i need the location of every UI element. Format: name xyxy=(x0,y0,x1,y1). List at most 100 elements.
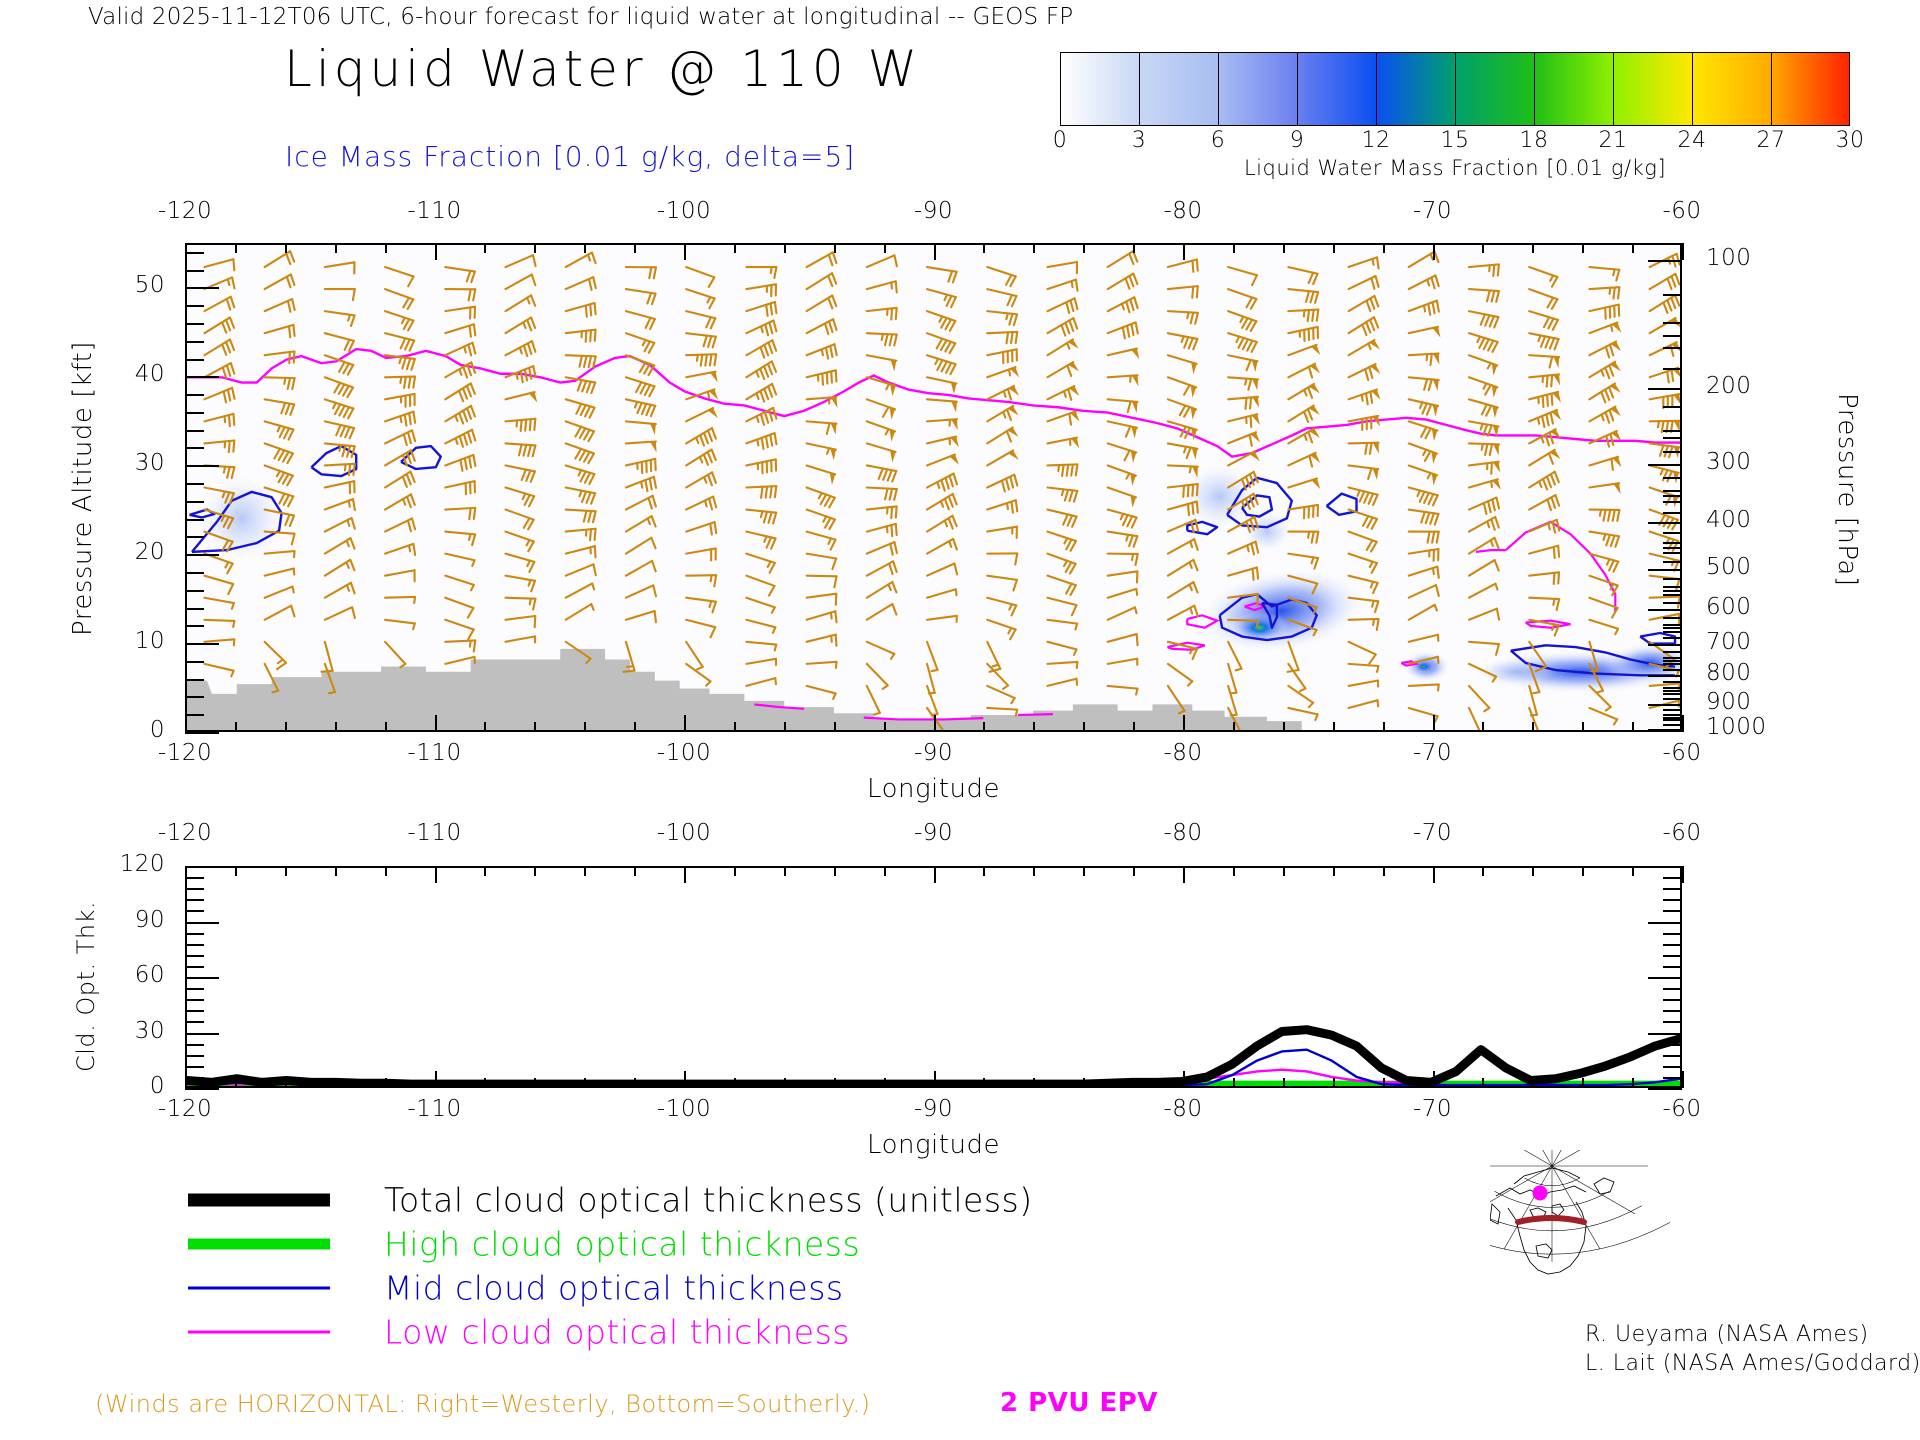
ice-mass-fraction-contour xyxy=(1639,631,1677,645)
axis-tick-label: 700 xyxy=(1706,628,1752,655)
wind-barb xyxy=(1588,265,1621,282)
wind-barb xyxy=(925,265,958,284)
wind-barb xyxy=(504,574,537,593)
wind-barb xyxy=(1166,558,1199,577)
axis-tick xyxy=(983,243,986,253)
wind-barb xyxy=(564,640,592,665)
axis-tick xyxy=(1282,722,1285,732)
ice-mass-fraction-contour xyxy=(1226,476,1294,529)
wind-barb xyxy=(564,420,596,443)
axis-tick xyxy=(185,954,204,957)
axis-tick xyxy=(1663,551,1682,554)
wind-barb xyxy=(504,340,537,358)
axis-tick xyxy=(234,866,237,876)
wind-barb xyxy=(1347,574,1379,595)
ice-mass-fraction-contour xyxy=(310,444,358,478)
wind-barb xyxy=(1166,285,1199,299)
wind-barb xyxy=(203,439,236,454)
axis-tick-label: -120 xyxy=(157,820,213,846)
axis-tick xyxy=(434,1071,437,1088)
wind-barb xyxy=(865,442,897,463)
wind-barb xyxy=(1347,552,1379,574)
wind-barb xyxy=(1227,431,1261,447)
axis-tick xyxy=(1332,243,1335,253)
axis-tick xyxy=(1532,722,1535,732)
wind-barb xyxy=(1166,464,1199,478)
wind-barb xyxy=(444,361,477,379)
axis-tick xyxy=(1663,719,1682,722)
wind-barb xyxy=(1467,310,1500,329)
wind-barb xyxy=(1467,684,1491,713)
wind-barb xyxy=(1588,321,1622,335)
wind-barb xyxy=(1287,404,1320,424)
ice-mass-fraction-contour xyxy=(400,444,443,471)
axis-tick-label: 0 xyxy=(149,1073,165,1099)
axis-tick xyxy=(634,1078,637,1088)
axis-tick xyxy=(1582,243,1585,253)
wind-barb xyxy=(1166,376,1198,398)
valid-forecast-line: Valid 2025-11-12T06 UTC, 6-hour forecast… xyxy=(88,4,1074,30)
wind-barb xyxy=(1528,332,1560,351)
wind-barb xyxy=(1046,463,1079,477)
axis-tick xyxy=(185,518,204,521)
axis-tick xyxy=(1682,866,1684,883)
wind-barb xyxy=(263,486,295,508)
wind-barb xyxy=(323,516,356,533)
wind-barb xyxy=(805,610,838,624)
axis-tick xyxy=(1663,293,1682,296)
wind-barb xyxy=(1166,604,1199,621)
wind-barb xyxy=(1046,640,1078,657)
wind-barb xyxy=(805,552,838,571)
axis-tick-label: -100 xyxy=(656,820,712,846)
wind-barb xyxy=(323,261,356,275)
axis-tick xyxy=(684,243,686,260)
axis-tick xyxy=(833,1078,836,1088)
wind-barb xyxy=(1287,706,1319,722)
wind-barb xyxy=(624,475,658,493)
wind-barb xyxy=(624,494,657,511)
axis-tick xyxy=(1663,716,1682,719)
wind-barb xyxy=(1347,486,1379,506)
wind-barb xyxy=(263,297,296,313)
wind-barb xyxy=(624,420,657,435)
wind-barb xyxy=(444,382,476,403)
axis-tick xyxy=(1663,627,1682,630)
colorbar-divider xyxy=(1139,52,1140,126)
axis-tick xyxy=(1663,430,1682,432)
wind-barb xyxy=(384,569,416,583)
wind-barb xyxy=(1347,441,1380,456)
wind-barb xyxy=(1227,332,1258,353)
axis-tick xyxy=(733,866,736,876)
wind-barb xyxy=(444,639,477,653)
wind-barb xyxy=(1166,500,1199,517)
axis-tick xyxy=(1582,1078,1585,1088)
wind-barb xyxy=(986,404,1019,423)
axis-tick xyxy=(1663,724,1682,727)
pvu-contour-segment xyxy=(1475,549,1506,553)
wind-barb xyxy=(685,265,716,289)
axis-tick-label: -90 xyxy=(913,820,954,846)
wind-barb xyxy=(805,464,837,485)
wind-barb xyxy=(1287,684,1315,709)
wind-barb xyxy=(1407,683,1440,692)
cross-section-canvas xyxy=(187,250,1680,730)
wind-barb xyxy=(1467,662,1498,683)
pvu-contour-segment xyxy=(863,716,984,721)
wind-barb xyxy=(1287,288,1320,304)
wind-barb xyxy=(1227,618,1260,628)
wind-barb xyxy=(1106,657,1139,666)
wind-barb xyxy=(865,603,898,621)
wind-barb xyxy=(1407,486,1439,507)
wind-barb xyxy=(865,398,897,420)
axis-tick-label: 60 xyxy=(134,962,165,988)
axis-tick xyxy=(185,536,204,539)
axis-tick xyxy=(1663,656,1682,659)
axis-tick xyxy=(1083,866,1086,876)
wind-barb xyxy=(1407,299,1440,316)
wind-barb xyxy=(1106,420,1139,439)
wind-barb xyxy=(622,640,636,673)
wind-barb xyxy=(1166,332,1199,351)
wind-barb xyxy=(1467,640,1500,656)
axis-tick xyxy=(185,500,204,503)
axis-tick xyxy=(733,722,736,732)
